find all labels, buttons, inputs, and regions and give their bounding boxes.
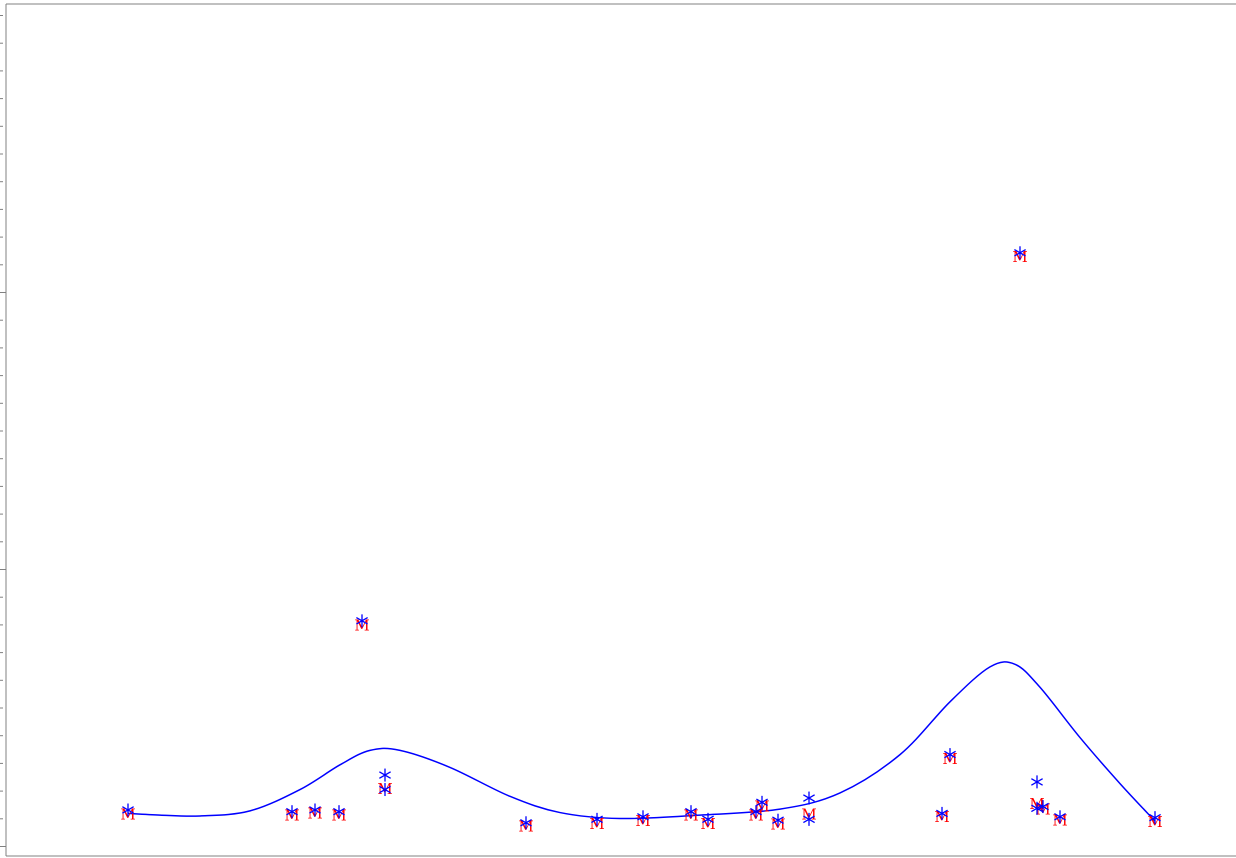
asterisk-stroke [286, 807, 298, 816]
asterisk-stroke [1031, 778, 1043, 786]
asterisk-stroke [756, 798, 768, 807]
asterisk-stroke [379, 785, 391, 794]
y-axis-ticks [0, 15, 6, 847]
asterisk-marker [1031, 775, 1043, 789]
asterisk-stroke [520, 818, 532, 827]
asterisk-stroke [637, 812, 649, 821]
asterisk-stroke [944, 750, 956, 759]
asterisk-marker [1031, 801, 1043, 815]
asterisk-stroke [122, 806, 134, 814]
asterisk-marker [702, 812, 714, 826]
asterisk-marker [520, 816, 532, 830]
asterisk-marker [944, 748, 956, 762]
fitted-curve [127, 661, 1156, 822]
asterisk-marker [772, 813, 784, 827]
asterisk-marker [591, 812, 603, 826]
asterisk-marker [803, 812, 815, 826]
asterisk-marker [685, 805, 697, 819]
asterisk-stroke [803, 815, 815, 824]
asterisk-marker [356, 614, 368, 628]
asterisk-marker [379, 783, 391, 797]
asterisk-stroke [702, 815, 714, 824]
asterisk-stroke [772, 816, 784, 825]
asterisk-marker [309, 803, 321, 817]
asterisk-stroke [309, 806, 321, 814]
asterisk-stroke [379, 771, 391, 779]
asterisk-stroke [750, 807, 762, 816]
asterisk-marker [750, 805, 762, 819]
asterisk-marker [803, 791, 815, 805]
asterisk-stroke [591, 815, 603, 824]
star-marker-layer [122, 246, 1161, 830]
asterisk-marker [1014, 246, 1026, 260]
asterisk-marker [637, 810, 649, 824]
asterisk-stroke [1149, 813, 1161, 822]
asterisk-marker [936, 806, 948, 820]
fitted-curve-layer [127, 661, 1156, 822]
asterisk-stroke [1037, 802, 1049, 811]
asterisk-stroke [333, 807, 345, 816]
asterisk-stroke [356, 617, 368, 625]
asterisk-marker [1054, 810, 1066, 824]
asterisk-marker [756, 795, 768, 809]
asterisk-stroke [685, 807, 697, 816]
asterisk-marker [1037, 800, 1049, 814]
asterisk-stroke [803, 794, 815, 802]
plot-frame [0, 3, 1236, 857]
asterisk-marker [286, 805, 298, 819]
asterisk-marker [1149, 811, 1161, 825]
m-marker-layer: MMMMMMMMMMMMMMMMMMMMMM [120, 248, 1162, 835]
asterisk-marker [333, 805, 345, 819]
asterisk-stroke [1054, 812, 1066, 821]
asterisk-stroke [936, 809, 948, 818]
asterisk-stroke [1031, 804, 1043, 813]
asterisk-stroke [1014, 248, 1026, 257]
asterisk-marker [379, 768, 391, 782]
asterisk-marker [122, 803, 134, 817]
